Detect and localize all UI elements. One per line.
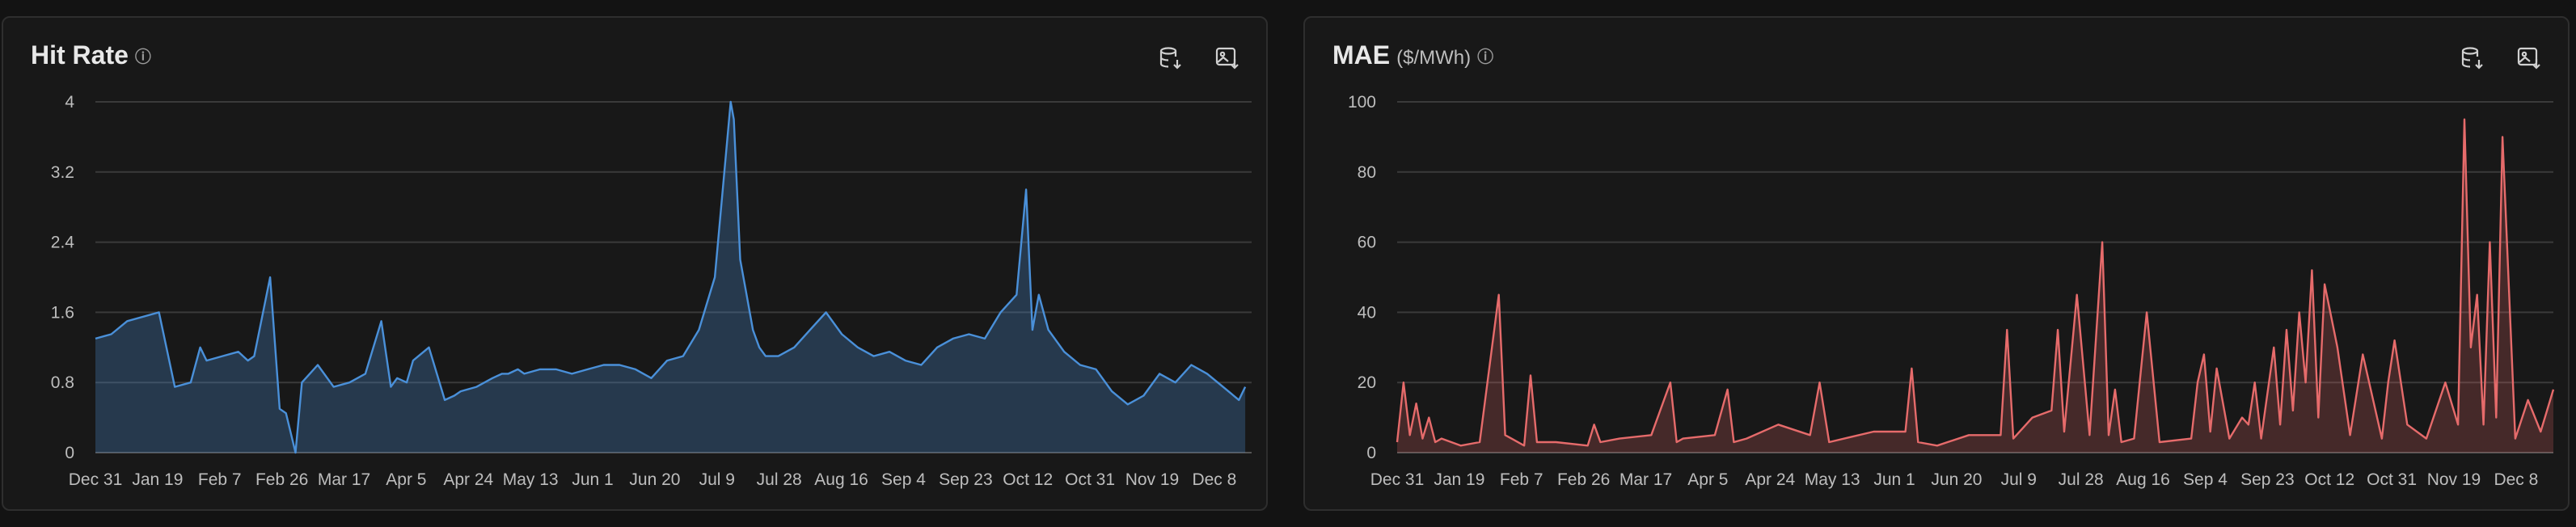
download-data-icon[interactable] <box>1155 42 1187 74</box>
panel-toolbar <box>2456 42 2545 74</box>
y-tick-label: 0.8 <box>51 373 74 392</box>
x-tick-label: Jun 20 <box>1931 470 1982 489</box>
panel-title-text: MAE <box>1332 40 1391 70</box>
series-area <box>95 102 1246 453</box>
x-tick-label: Jan 19 <box>132 470 183 489</box>
y-tick-label: 0 <box>65 444 74 462</box>
x-tick-label: Apr 24 <box>443 470 493 489</box>
download-image-icon[interactable] <box>1211 42 1244 74</box>
hit-rate-panel: Hit Rate ⓘ 0 0.8 1.6 2.4 3.2 4 Dec 31 Jan 19 Feb… <box>2 16 1268 511</box>
mae-panel: MAE ($/MWh) ⓘ 0 20 40 60 80 100 Dec 31 Jan 19 Fe… <box>1303 16 2570 511</box>
x-tick-label: Jan 19 <box>1434 470 1484 489</box>
x-tick-label: Oct 31 <box>1065 470 1115 489</box>
download-data-icon[interactable] <box>2456 42 2489 74</box>
x-tick-label: Aug 16 <box>2116 470 2170 489</box>
x-tick-label: May 13 <box>1805 470 1860 489</box>
x-tick-label: Sep 23 <box>2240 470 2295 489</box>
x-tick-label: May 13 <box>503 470 559 489</box>
y-tick-label: 40 <box>1358 303 1376 322</box>
series-area <box>1397 119 2553 453</box>
x-tick-label: Feb 26 <box>255 470 308 489</box>
panel-unit: ($/MWh) <box>1396 47 1472 69</box>
x-tick-label: Apr 24 <box>1745 470 1795 489</box>
x-tick-label: Jul 9 <box>2001 470 2037 489</box>
x-tick-label: Mar 17 <box>1620 470 1672 489</box>
x-tick-label: Feb 26 <box>1557 470 1610 489</box>
panel-title: MAE ($/MWh) ⓘ <box>1332 40 1493 70</box>
x-tick-label: Dec 8 <box>1192 470 1236 489</box>
x-tick-label: Nov 19 <box>1125 470 1180 489</box>
hit-rate-chart: 0 0.8 1.6 2.4 3.2 4 Dec 31 Jan 19 Feb 7 Feb 26 Mar… <box>51 93 1252 489</box>
y-tick-label: 20 <box>1358 373 1376 392</box>
x-tick-label: Oct 12 <box>2304 470 2354 489</box>
y-tick-label: 4 <box>65 93 74 112</box>
x-tick-label: Jul 28 <box>757 470 802 489</box>
x-tick-label: Sep 4 <box>2183 470 2228 489</box>
y-tick-label: 3.2 <box>51 163 74 182</box>
y-tick-label: 2.4 <box>51 234 75 252</box>
x-tick-label: Jun 20 <box>629 470 680 489</box>
x-tick-label: Dec 31 <box>1370 470 1425 489</box>
x-tick-label: Mar 17 <box>318 470 370 489</box>
x-tick-label: Apr 5 <box>1687 470 1728 489</box>
x-tick-label: Sep 4 <box>881 470 926 489</box>
x-tick-label: Jul 9 <box>699 470 735 489</box>
panel-title-text: Hit Rate <box>31 40 129 70</box>
x-tick-label: Sep 23 <box>939 470 993 489</box>
y-tick-label: 100 <box>1348 93 1376 112</box>
x-tick-label: Apr 5 <box>386 470 426 489</box>
info-icon[interactable]: ⓘ <box>1477 48 1494 66</box>
info-icon[interactable]: ⓘ <box>134 48 151 66</box>
panel-title: Hit Rate ⓘ <box>31 40 151 70</box>
x-tick-label: Dec 31 <box>69 470 123 489</box>
x-tick-label: Oct 12 <box>1003 470 1053 489</box>
download-image-icon[interactable] <box>2513 42 2545 74</box>
mae-chart: 0 20 40 60 80 100 Dec 31 Jan 19 Feb 7 Feb 26 Mar 1… <box>1348 93 2555 489</box>
y-tick-label: 1.6 <box>51 303 74 322</box>
y-tick-label: 60 <box>1358 234 1376 252</box>
panel-toolbar <box>1155 42 1244 74</box>
y-tick-label: 0 <box>1366 444 1376 462</box>
y-tick-label: 80 <box>1358 163 1376 182</box>
x-tick-label: Nov 19 <box>2427 470 2481 489</box>
x-tick-label: Jul 28 <box>2059 470 2104 489</box>
x-tick-label: Feb 7 <box>1500 470 1543 489</box>
x-tick-label: Jun 1 <box>1873 470 1915 489</box>
x-tick-label: Jun 1 <box>572 470 613 489</box>
series-line <box>95 100 1247 454</box>
x-tick-label: Feb 7 <box>198 470 242 489</box>
x-tick-label: Oct 31 <box>2367 470 2417 489</box>
x-tick-label: Dec 8 <box>2494 470 2538 489</box>
x-tick-label: Aug 16 <box>814 470 868 489</box>
series-line <box>1396 118 2555 447</box>
